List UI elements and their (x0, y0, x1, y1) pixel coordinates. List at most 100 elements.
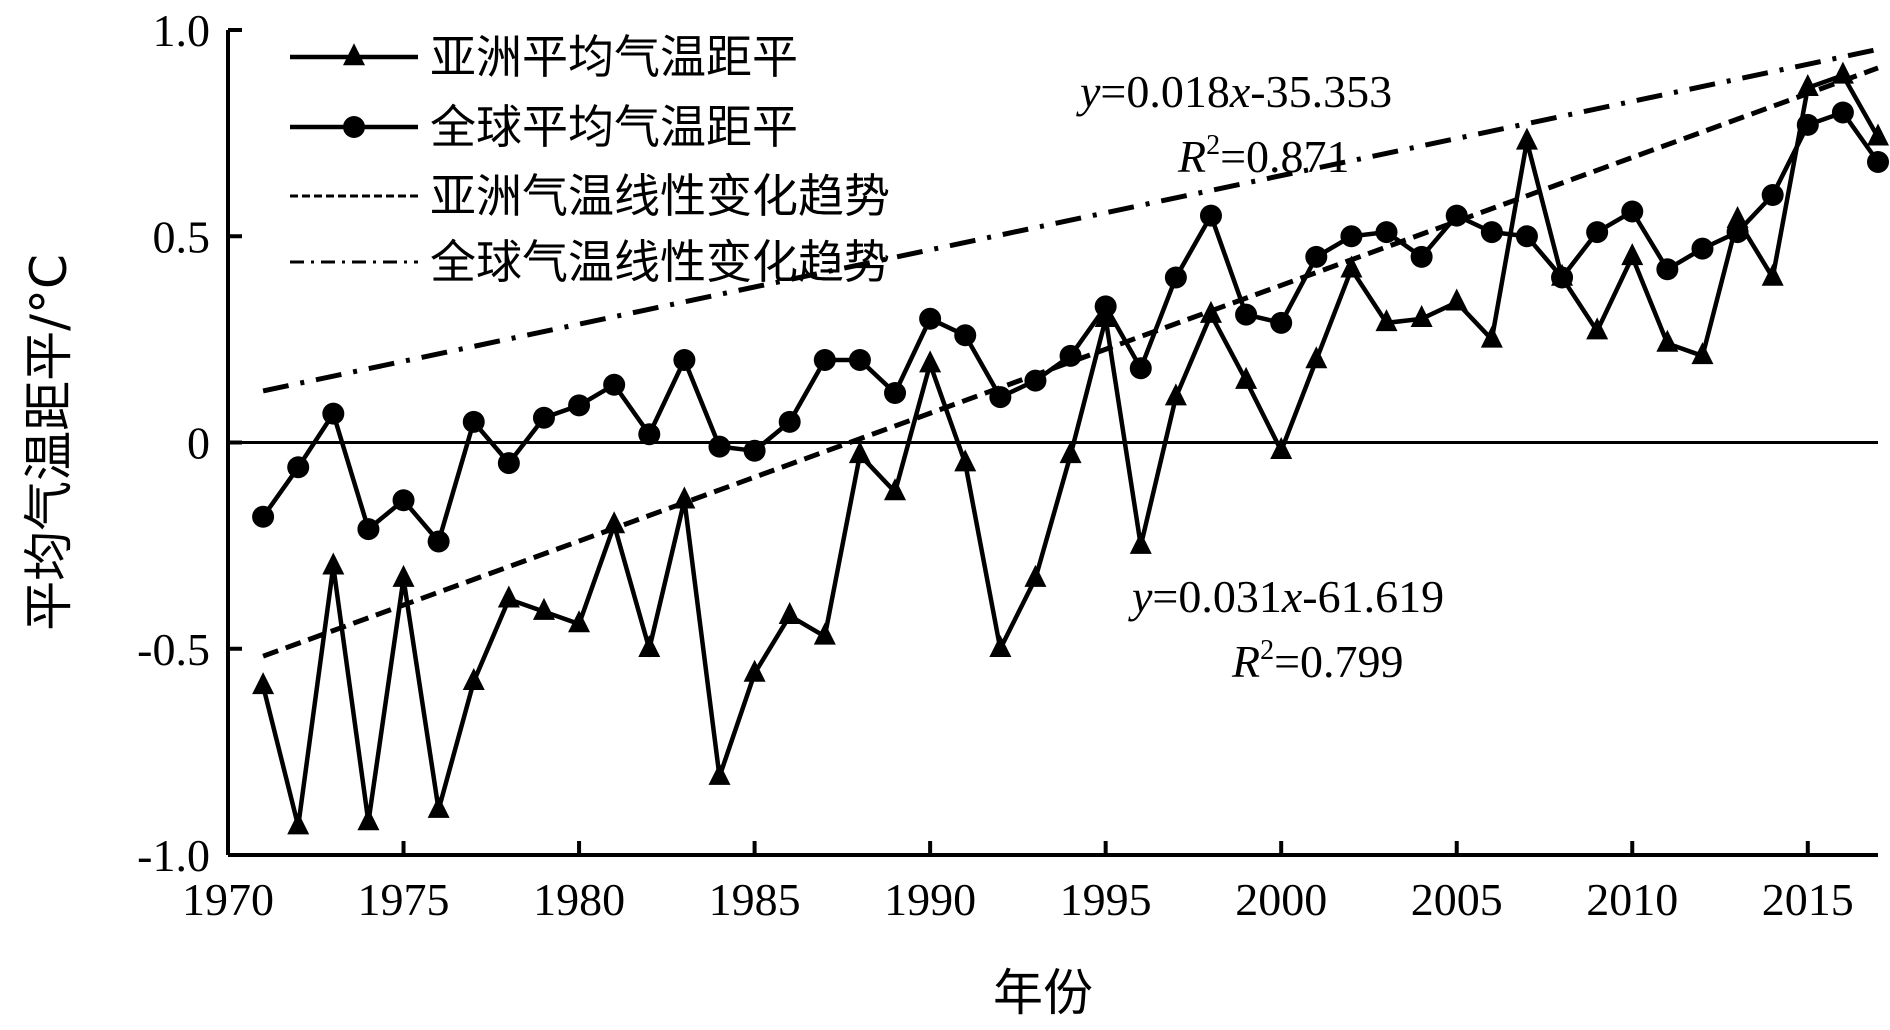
series-1 (252, 101, 1889, 553)
data-point (848, 349, 871, 371)
eq-slope: =0.031 (1152, 571, 1281, 622)
data-point (427, 795, 450, 818)
annotations: y=0.018x-35.353R2=0.871y=0.031x-61.619R2… (1076, 66, 1444, 687)
data-point (322, 552, 345, 575)
eq-const: -35.353 (1250, 66, 1392, 117)
data-point (778, 410, 801, 433)
data-point (532, 597, 555, 620)
data-point (1691, 342, 1714, 365)
data-point (1796, 74, 1819, 96)
data-point (392, 564, 415, 587)
data-point (1831, 61, 1854, 84)
data-point (1059, 344, 1082, 367)
data-point (1480, 325, 1503, 348)
data-point (1305, 346, 1328, 369)
x-tick-label: 1975 (358, 874, 450, 925)
data-point (1129, 531, 1152, 554)
axes-layer: -1.0 -0.5 0 0.5 1.0 1970 1975 1980 1985 1990 1995 2… (20, 5, 1878, 1022)
r2-r: R (1231, 636, 1260, 687)
data-point (462, 410, 485, 433)
legend-label: 亚洲气温线性变化趋势 (430, 169, 890, 223)
data-point (1691, 237, 1714, 260)
data-point (497, 452, 520, 475)
data-point (1375, 309, 1398, 332)
data-point (252, 505, 275, 528)
data-point (1515, 127, 1538, 150)
data-point (1024, 564, 1047, 587)
eq-x: x (1229, 66, 1251, 117)
data-point (1410, 305, 1433, 327)
data-point (848, 441, 871, 464)
data-point (1551, 266, 1574, 289)
trend-equation: y=0.018x-35.353 (1076, 66, 1392, 117)
data-point (989, 386, 1012, 409)
data-point (1340, 255, 1363, 278)
data-point (462, 668, 485, 690)
data-point (322, 402, 345, 425)
legend-item-3: 全球气温线性变化趋势 (290, 235, 890, 289)
x-tick-label: 2005 (1411, 874, 1503, 925)
eq-slope: =0.018 (1100, 66, 1229, 117)
data-point (1164, 383, 1187, 406)
data-point (813, 349, 836, 371)
data-point (252, 672, 275, 695)
eq-const: -61.619 (1302, 571, 1444, 622)
data-point (1796, 113, 1819, 136)
trend-r-squared: R2=0.871 (1177, 130, 1350, 182)
data-point (1761, 184, 1784, 206)
data-point (1726, 206, 1749, 228)
y-tick-label: 1.0 (153, 5, 211, 56)
data-point (1515, 225, 1538, 248)
y-tick-label: -1.0 (137, 830, 210, 881)
eq-y: y (1128, 571, 1153, 622)
data-point (954, 324, 977, 347)
eq-y: y (1076, 66, 1101, 117)
x-tick-label: 1970 (182, 874, 274, 925)
data-point (1270, 437, 1293, 459)
data-point (743, 439, 766, 462)
data-point (392, 489, 415, 512)
data-point (1375, 221, 1398, 244)
data-point (1199, 300, 1222, 323)
data-point (1726, 221, 1749, 244)
data-point (1445, 204, 1468, 227)
data-point (919, 350, 942, 373)
data-point (884, 478, 907, 501)
y-tick-label: -0.5 (137, 624, 210, 675)
data-point (813, 622, 836, 645)
data-point (1410, 245, 1433, 268)
data-point (357, 518, 380, 541)
data-point (568, 394, 591, 417)
data-point (1656, 329, 1679, 352)
x-axis-title: 年份 (993, 964, 1093, 1022)
r2-value: =0.871 (1220, 131, 1349, 182)
data-point (1270, 311, 1293, 334)
trend-line-1 (262, 46, 1879, 394)
data-point (1129, 357, 1152, 380)
data-point (989, 635, 1012, 657)
data-point (603, 511, 626, 534)
legend-item-1: 全球平均气温距平 (290, 100, 798, 154)
legend-item-2: 亚洲气温线性变化趋势 (290, 169, 890, 223)
data-point (1059, 441, 1082, 464)
data-point (1621, 243, 1644, 266)
legend-swatch-marker (343, 43, 365, 66)
legend-swatch-marker (343, 116, 365, 138)
data-point (778, 602, 801, 624)
y-tick-label: 0 (187, 418, 210, 469)
data-point (1867, 151, 1889, 173)
r2-value: =0.799 (1274, 636, 1403, 687)
data-point (568, 610, 591, 633)
data-point (1024, 369, 1047, 392)
trend-r-squared: R2=0.799 (1231, 635, 1404, 687)
data-point (1094, 295, 1117, 318)
data-point (1586, 317, 1609, 340)
legend-label: 全球气温线性变化趋势 (430, 235, 890, 289)
data-point (1235, 366, 1258, 389)
data-point (1867, 123, 1889, 146)
data-point (427, 530, 450, 553)
x-tick-label: 2010 (1586, 874, 1678, 925)
x-tick-label: 1990 (884, 874, 976, 925)
